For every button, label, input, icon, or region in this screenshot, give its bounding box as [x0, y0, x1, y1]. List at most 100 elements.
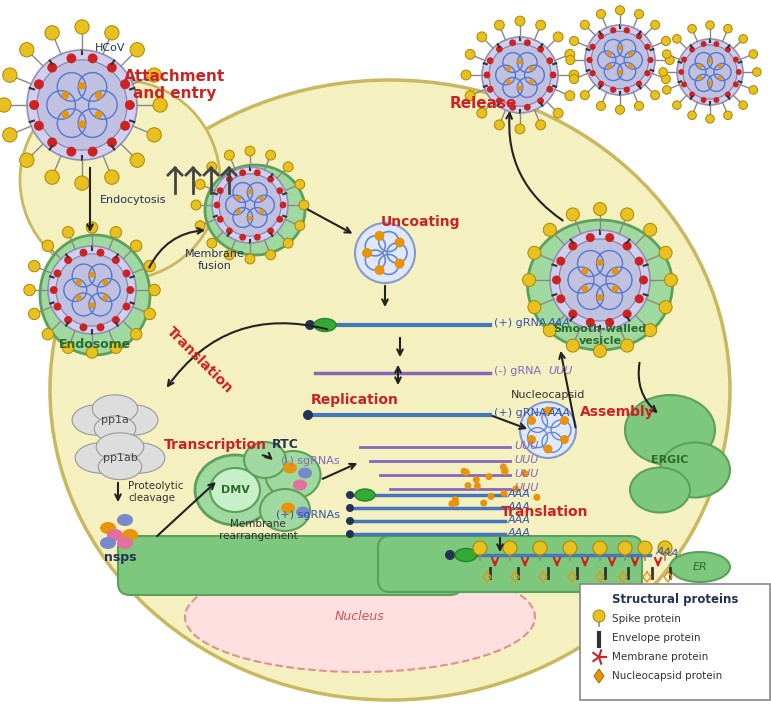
Circle shape: [303, 410, 313, 420]
Text: Nucleocapsid protein: Nucleocapsid protein: [612, 671, 722, 681]
Circle shape: [736, 69, 742, 75]
Circle shape: [500, 490, 507, 497]
Circle shape: [698, 75, 702, 80]
Circle shape: [515, 16, 525, 26]
Circle shape: [635, 257, 644, 265]
Circle shape: [724, 111, 732, 120]
Circle shape: [473, 476, 480, 483]
Circle shape: [589, 44, 596, 50]
Circle shape: [42, 240, 53, 252]
Circle shape: [597, 9, 605, 19]
Circle shape: [565, 49, 575, 60]
Circle shape: [568, 310, 577, 318]
Text: AAA: AAA: [508, 515, 531, 525]
Text: Membrane protein: Membrane protein: [612, 652, 709, 662]
Text: AAA: AAA: [548, 408, 571, 418]
Circle shape: [581, 285, 588, 293]
Circle shape: [624, 87, 630, 92]
Circle shape: [681, 57, 687, 62]
Circle shape: [45, 26, 59, 40]
Circle shape: [110, 227, 122, 238]
Circle shape: [651, 20, 660, 29]
Circle shape: [75, 20, 89, 34]
Circle shape: [701, 97, 706, 103]
Circle shape: [45, 170, 59, 184]
Circle shape: [53, 270, 62, 277]
Text: UUU: UUU: [514, 483, 538, 493]
Circle shape: [513, 485, 520, 493]
Circle shape: [482, 37, 558, 113]
Circle shape: [672, 34, 681, 43]
Circle shape: [453, 500, 460, 506]
Circle shape: [585, 25, 655, 95]
Circle shape: [705, 21, 714, 29]
Circle shape: [688, 24, 696, 33]
Circle shape: [299, 200, 309, 210]
Circle shape: [47, 62, 57, 72]
Ellipse shape: [40, 235, 150, 355]
Circle shape: [501, 468, 508, 475]
Circle shape: [86, 222, 98, 233]
Ellipse shape: [660, 442, 730, 498]
Text: (+) gRNA: (+) gRNA: [494, 318, 547, 328]
Text: DMV: DMV: [221, 485, 250, 495]
Text: (+) gRNA: (+) gRNA: [494, 408, 547, 418]
Circle shape: [346, 504, 354, 512]
Circle shape: [489, 44, 551, 106]
Circle shape: [283, 238, 293, 248]
Circle shape: [644, 323, 657, 337]
Circle shape: [86, 347, 98, 358]
Circle shape: [605, 233, 614, 242]
Text: UUU: UUU: [514, 455, 538, 465]
Circle shape: [502, 467, 509, 474]
Circle shape: [550, 72, 557, 78]
Circle shape: [635, 295, 644, 303]
Text: RTC: RTC: [271, 439, 298, 452]
Ellipse shape: [96, 433, 144, 461]
Circle shape: [586, 318, 594, 327]
Circle shape: [123, 303, 130, 310]
Text: (+) sgRNAs: (+) sgRNAs: [276, 510, 340, 520]
Circle shape: [463, 469, 470, 476]
Circle shape: [259, 196, 264, 201]
Circle shape: [2, 128, 17, 142]
Circle shape: [618, 45, 622, 50]
Circle shape: [195, 179, 205, 189]
Text: Nucleocapsid: Nucleocapsid: [511, 390, 585, 400]
Circle shape: [566, 55, 575, 65]
Circle shape: [659, 300, 672, 313]
Circle shape: [191, 200, 201, 210]
Circle shape: [708, 58, 712, 63]
Ellipse shape: [265, 451, 321, 499]
Circle shape: [217, 216, 224, 223]
Text: AAA: AAA: [508, 489, 531, 499]
Circle shape: [449, 500, 456, 508]
Circle shape: [88, 53, 98, 63]
Circle shape: [346, 491, 354, 499]
Ellipse shape: [72, 405, 122, 435]
Ellipse shape: [455, 549, 477, 561]
Circle shape: [89, 303, 95, 308]
Circle shape: [506, 79, 511, 85]
Circle shape: [29, 308, 40, 320]
Circle shape: [266, 250, 275, 260]
Circle shape: [683, 45, 737, 99]
Circle shape: [552, 275, 561, 285]
Circle shape: [639, 275, 648, 285]
Ellipse shape: [50, 80, 730, 700]
Circle shape: [112, 256, 120, 264]
Text: Translation: Translation: [501, 505, 589, 519]
Circle shape: [95, 92, 103, 99]
Ellipse shape: [93, 395, 138, 423]
Circle shape: [224, 150, 234, 160]
Circle shape: [130, 328, 142, 340]
Circle shape: [733, 82, 739, 87]
Circle shape: [528, 300, 541, 313]
Circle shape: [635, 101, 644, 110]
Circle shape: [749, 49, 758, 58]
Circle shape: [618, 541, 632, 555]
Circle shape: [662, 49, 671, 58]
Circle shape: [37, 60, 127, 150]
Text: Assembly: Assembly: [580, 405, 655, 419]
Circle shape: [283, 162, 293, 172]
